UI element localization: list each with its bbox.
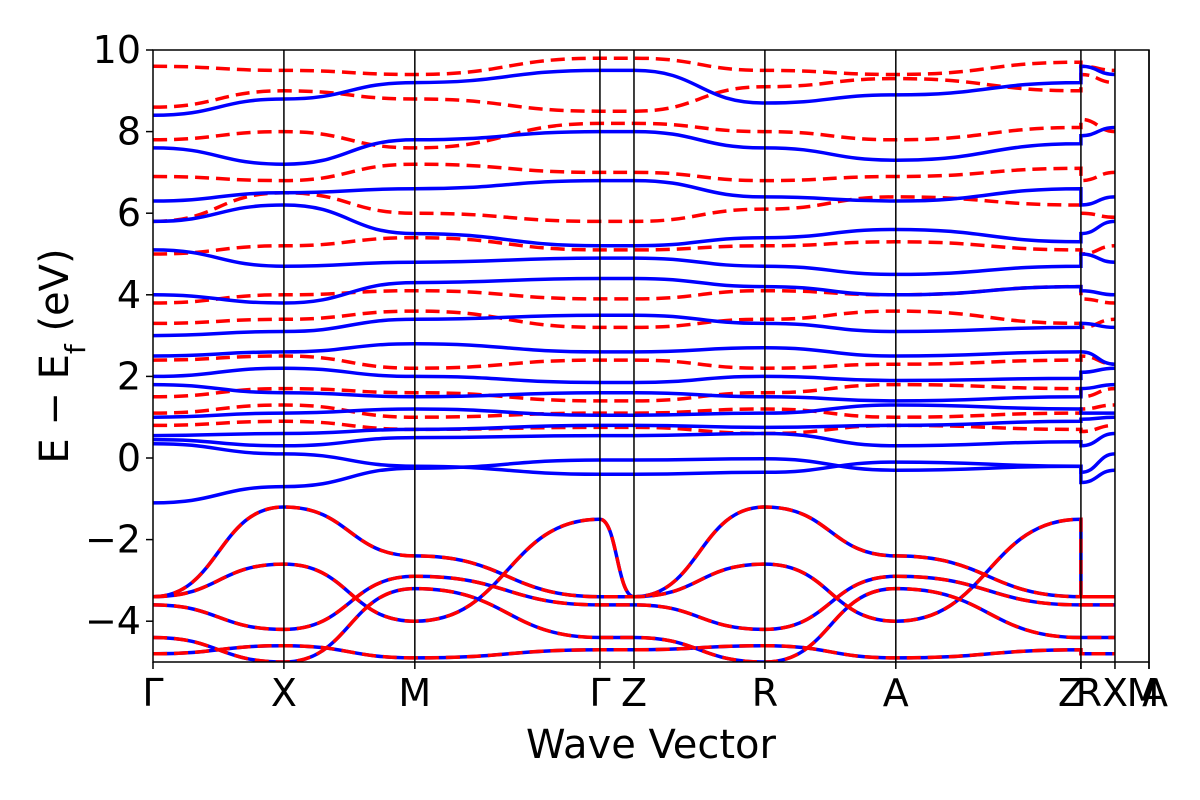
x-tick-label-8: R — [1076, 671, 1102, 715]
x-tick-label-10: M — [1127, 671, 1160, 715]
y-tick-label-4: 4 — [117, 273, 141, 317]
x-tick-label-1: X — [271, 671, 297, 715]
x-tick-label-4: Z — [621, 671, 647, 715]
valence-band-dashed-2 — [153, 574, 1115, 632]
y-ticks-group: −4 −2 0 2 4 6 8 10 — [85, 28, 153, 643]
valence-band-solid-1 — [153, 517, 1115, 623]
y-label-unit: (eV) — [32, 248, 78, 331]
y-label-minus: − — [32, 392, 78, 426]
x-ticks-group: Γ X M Γ Z R A ZR XMA — [142, 662, 1168, 715]
y-tick-label-1: −2 — [85, 518, 141, 562]
x-tick-label-2: M — [398, 671, 431, 715]
plot-frame — [152, 49, 1150, 663]
y-tick-label-2: 0 — [117, 436, 141, 480]
x-tick-label-6: A — [883, 671, 909, 715]
y-tick-label-5: 6 — [117, 191, 141, 235]
y-label-ef-sub: f — [59, 343, 92, 354]
y-tick-label-6: 8 — [117, 110, 141, 154]
kpoint-lines-group — [283, 50, 1150, 662]
x-tick-label-7: Z — [1058, 671, 1084, 715]
y-tick-label-7: 10 — [93, 28, 141, 72]
y-label-ef: E — [32, 354, 78, 379]
x-tick-label-11: A — [1142, 671, 1168, 715]
x-axis-label: Wave Vector — [526, 722, 777, 768]
y-tick-label-0: −4 — [85, 599, 141, 643]
x-tick-label-5: R — [752, 671, 778, 715]
y-tick-label-3: 2 — [117, 354, 141, 398]
x-tick-label-0: Γ — [142, 671, 163, 715]
y-axis-label: E − Ef (eV) — [32, 248, 92, 463]
y-label-e: E — [32, 438, 78, 463]
x-tick-label-3: Γ — [589, 671, 610, 715]
x-tick-label-9: X — [1102, 671, 1128, 715]
